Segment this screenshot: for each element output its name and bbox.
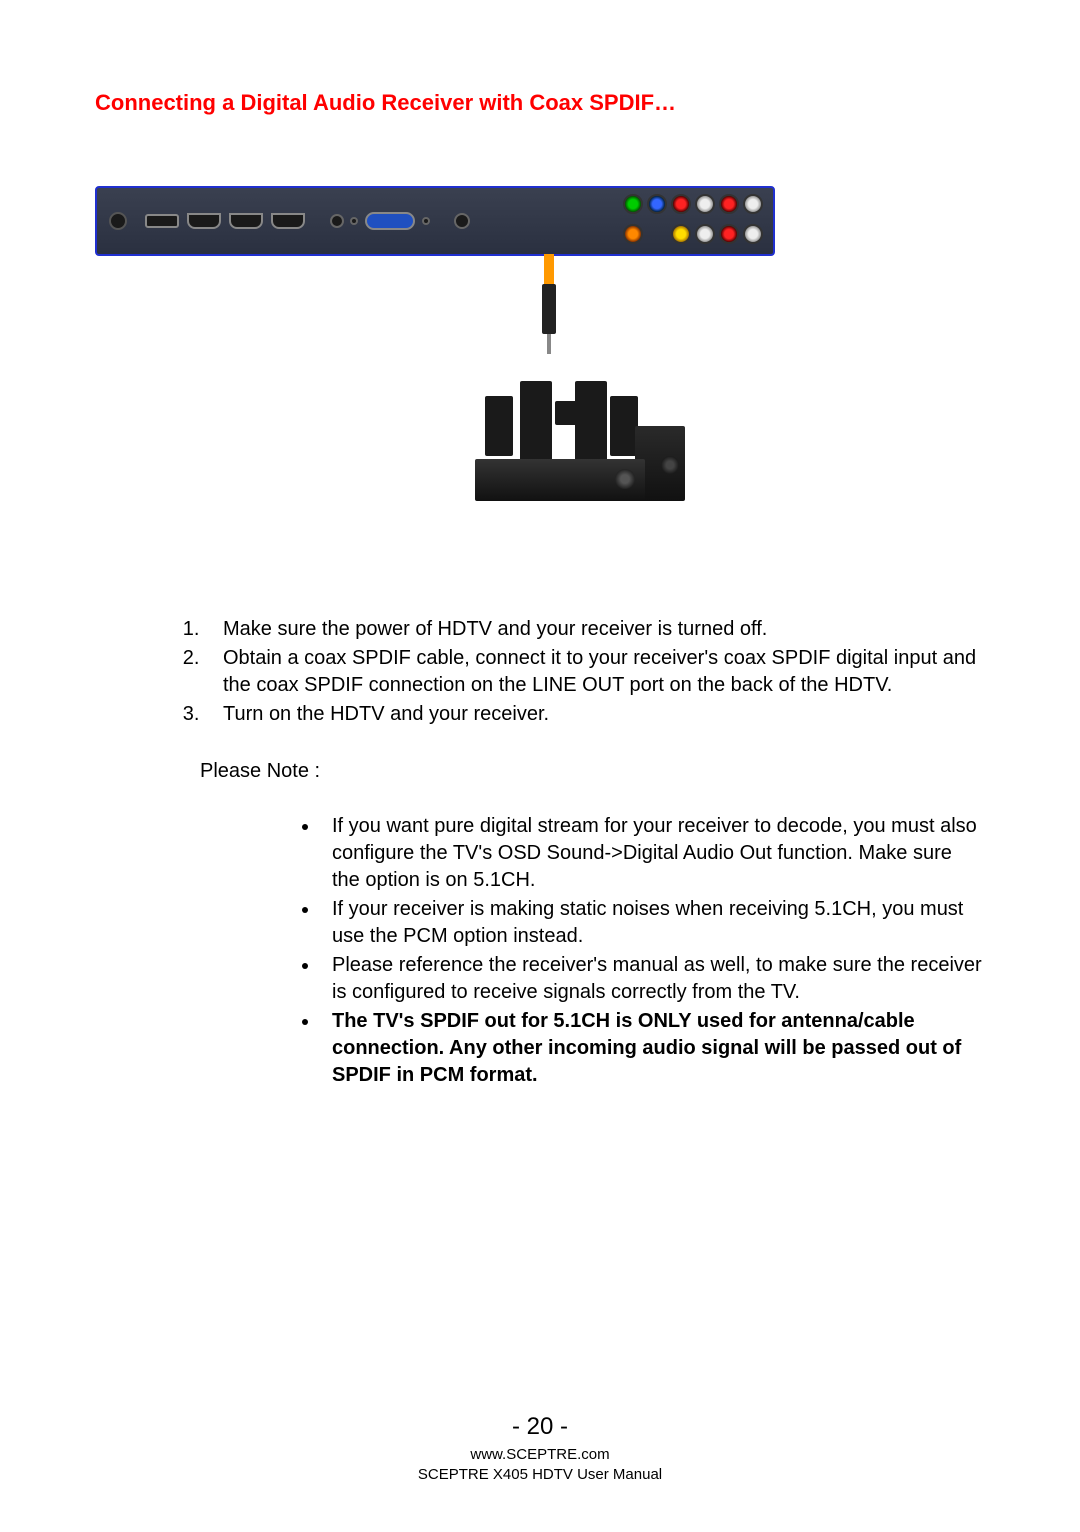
rca-port-grid <box>623 194 765 252</box>
hdmi-port-2 <box>229 213 263 229</box>
tv-rear-panel <box>95 186 775 256</box>
rca-white <box>743 224 763 244</box>
rca-red <box>671 194 691 214</box>
rca-red <box>719 224 739 244</box>
steps-list: Make sure the power of HDTV and your rec… <box>205 616 985 728</box>
audio-jack <box>330 214 344 228</box>
rca-blue <box>647 194 667 214</box>
rca-red <box>719 194 739 214</box>
audio-jack <box>422 217 430 225</box>
page-number: - 20 - <box>0 1413 1080 1441</box>
page-footer: - 20 - www.SCEPTRE.com SCEPTRE X405 HDTV… <box>0 1413 1080 1484</box>
rca-white <box>695 194 715 214</box>
step-item: Make sure the power of HDTV and your rec… <box>205 616 985 643</box>
notes-list: If you want pure digital stream for your… <box>320 813 985 1089</box>
vga-port <box>365 212 415 230</box>
rca-yellow <box>671 224 691 244</box>
footer-url: www.SCEPTRE.com <box>0 1445 1080 1465</box>
instructions-block: Make sure the power of HDTV and your rec… <box>150 616 985 1089</box>
note-label: Please Note : <box>200 758 985 785</box>
hdmi-port-3 <box>271 213 305 229</box>
note-item: If you want pure digital stream for your… <box>320 813 985 894</box>
usb-port <box>145 214 179 228</box>
footer-manual-title: SCEPTRE X405 HDTV User Manual <box>0 1465 1080 1485</box>
spdif-cable <box>540 254 558 364</box>
rca-green <box>623 194 643 214</box>
note-item-bold: The TV's SPDIF out for 5.1CH is ONLY use… <box>320 1008 985 1089</box>
audio-receiver <box>475 371 685 501</box>
audio-jack <box>350 217 358 225</box>
section-heading: Connecting a Digital Audio Receiver with… <box>95 90 985 116</box>
connection-diagram <box>95 186 985 506</box>
note-item: If your receiver is making static noises… <box>320 896 985 950</box>
port-round <box>109 212 127 230</box>
receiver-unit <box>475 459 645 501</box>
rca-white <box>695 224 715 244</box>
note-item: Please reference the receiver's manual a… <box>320 952 985 1006</box>
step-item: Obtain a coax SPDIF cable, connect it to… <box>205 645 985 699</box>
rca-white <box>743 194 763 214</box>
coax-spdif-port <box>454 213 470 229</box>
step-item: Turn on the HDTV and your receiver. <box>205 701 985 728</box>
hdmi-port-1 <box>187 213 221 229</box>
rca-orange <box>623 224 643 244</box>
